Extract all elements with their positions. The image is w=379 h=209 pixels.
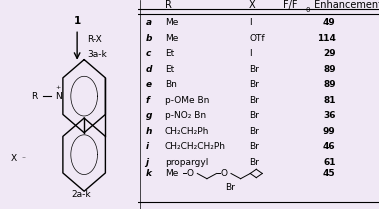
Text: k: k <box>146 169 152 178</box>
Text: Br: Br <box>249 96 259 105</box>
Text: i: i <box>146 142 149 151</box>
Text: c: c <box>146 49 151 59</box>
Text: 2a-k: 2a-k <box>72 190 91 199</box>
Text: 46: 46 <box>323 142 336 151</box>
Text: j: j <box>146 158 149 167</box>
Text: CH₂CH₂CH₂Ph: CH₂CH₂CH₂Ph <box>165 142 226 151</box>
Text: Et: Et <box>165 65 174 74</box>
Text: p-NO₂ Bn: p-NO₂ Bn <box>165 111 206 120</box>
Text: I: I <box>249 18 252 28</box>
Text: 1: 1 <box>74 16 81 26</box>
Text: ⁻: ⁻ <box>21 155 25 164</box>
Text: Br: Br <box>225 182 235 192</box>
Text: d: d <box>146 65 152 74</box>
Text: Et: Et <box>165 49 174 59</box>
Text: Me: Me <box>165 18 178 28</box>
Text: 0: 0 <box>305 7 310 13</box>
Text: R: R <box>165 0 172 10</box>
Text: I: I <box>249 49 252 59</box>
Text: +: + <box>56 85 61 90</box>
Text: 49: 49 <box>323 18 336 28</box>
Text: X: X <box>249 0 256 10</box>
Text: Br: Br <box>249 65 259 74</box>
Text: Bn: Bn <box>165 80 177 89</box>
Text: 89: 89 <box>323 65 336 74</box>
Text: 3a-k: 3a-k <box>87 50 107 59</box>
Text: b: b <box>146 34 152 43</box>
Text: f: f <box>146 96 149 105</box>
Text: Br: Br <box>249 142 259 151</box>
Text: Br: Br <box>249 111 259 120</box>
Text: g: g <box>146 111 152 120</box>
Text: Br: Br <box>249 80 259 89</box>
Text: 61: 61 <box>323 158 336 167</box>
Text: Br: Br <box>249 158 259 167</box>
Text: Br: Br <box>249 127 259 136</box>
Text: N: N <box>55 92 61 101</box>
Text: –: – <box>46 92 51 101</box>
Text: O: O <box>186 169 193 178</box>
Text: 29: 29 <box>323 49 336 59</box>
Text: R-X: R-X <box>87 35 102 44</box>
Text: Me: Me <box>165 169 178 178</box>
Text: CH₂CH₂Ph: CH₂CH₂Ph <box>165 127 209 136</box>
Text: X: X <box>11 154 17 163</box>
Text: 45: 45 <box>323 169 336 178</box>
Text: Me: Me <box>165 34 178 43</box>
Text: OTf: OTf <box>249 34 265 43</box>
Text: h: h <box>146 127 152 136</box>
Text: propargyl: propargyl <box>165 158 208 167</box>
Text: F/F: F/F <box>283 0 297 10</box>
Text: Enhancement: Enhancement <box>311 0 379 10</box>
Text: 114: 114 <box>317 34 336 43</box>
Text: R: R <box>31 92 38 101</box>
Text: 89: 89 <box>323 80 336 89</box>
Text: e: e <box>146 80 152 89</box>
Text: O: O <box>220 169 227 178</box>
Text: p-OMe Bn: p-OMe Bn <box>165 96 209 105</box>
Text: a: a <box>146 18 152 28</box>
Text: 81: 81 <box>323 96 336 105</box>
Text: 36: 36 <box>323 111 336 120</box>
Text: 99: 99 <box>323 127 336 136</box>
